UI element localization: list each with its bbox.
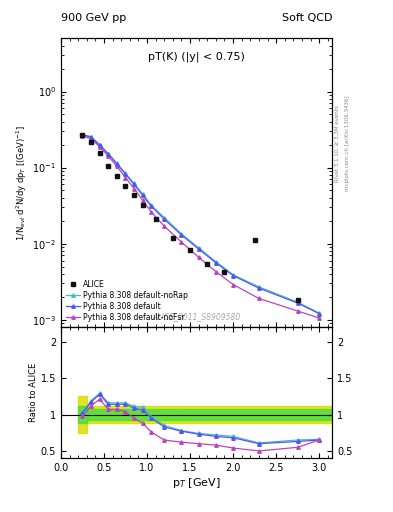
Pythia 8.308 default-noRap	[80, 132, 85, 138]
Pythia 8.308 default-noRap	[162, 215, 167, 221]
Text: pT(K) (|y| < 0.75): pT(K) (|y| < 0.75)	[148, 51, 245, 62]
ALICE	[252, 238, 257, 244]
Pythia 8.308 default-noRap	[89, 134, 94, 140]
Pythia 8.308 default	[123, 171, 128, 177]
Pythia 8.308 default-noFsr	[231, 282, 235, 288]
Pythia 8.308 default-noRap	[97, 142, 102, 148]
Pythia 8.308 default-noFsr	[317, 315, 321, 321]
Line: Pythia 8.308 default: Pythia 8.308 default	[81, 133, 321, 315]
Pythia 8.308 default	[317, 311, 321, 317]
Pythia 8.308 default	[132, 181, 136, 187]
ALICE	[106, 163, 110, 169]
Pythia 8.308 default-noRap	[317, 310, 321, 316]
Pythia 8.308 default-noRap	[123, 170, 128, 177]
ALICE	[222, 269, 227, 275]
Pythia 8.308 default-noFsr	[179, 239, 184, 245]
Pythia 8.308 default-noFsr	[89, 136, 94, 142]
Pythia 8.308 default	[97, 142, 102, 148]
Pythia 8.308 default-noRap	[257, 284, 261, 290]
Pythia 8.308 default-noRap	[114, 160, 119, 166]
Pythia 8.308 default	[140, 193, 145, 199]
Pythia 8.308 default-noRap	[179, 230, 184, 237]
Pythia 8.308 default-noFsr	[140, 197, 145, 203]
Text: Soft QCD: Soft QCD	[282, 13, 332, 23]
Text: Rivet 3.1.10, ≥ 3.3M events: Rivet 3.1.10, ≥ 3.3M events	[335, 105, 340, 182]
Pythia 8.308 default	[196, 246, 201, 252]
Text: mcplots.cern.ch [arXiv:1306.3436]: mcplots.cern.ch [arXiv:1306.3436]	[345, 96, 350, 191]
Pythia 8.308 default-noFsr	[80, 133, 85, 139]
ALICE	[123, 183, 128, 189]
Pythia 8.308 default	[162, 216, 167, 222]
Pythia 8.308 default	[179, 232, 184, 238]
Pythia 8.308 default	[213, 260, 218, 266]
Pythia 8.308 default-noRap	[140, 191, 145, 197]
Pythia 8.308 default-noRap	[196, 245, 201, 251]
Pythia 8.308 default-noFsr	[257, 295, 261, 302]
Pythia 8.308 default-noFsr	[295, 308, 300, 314]
Line: Pythia 8.308 default-noFsr: Pythia 8.308 default-noFsr	[81, 134, 321, 320]
Pythia 8.308 default-noRap	[149, 202, 154, 208]
Pythia 8.308 default-noRap	[106, 151, 110, 157]
Pythia 8.308 default	[231, 272, 235, 279]
ALICE	[114, 173, 119, 179]
Pythia 8.308 default-noFsr	[132, 185, 136, 191]
ALICE	[89, 139, 94, 145]
Text: 900 GeV pp: 900 GeV pp	[61, 13, 126, 23]
Pythia 8.308 default	[149, 203, 154, 209]
Pythia 8.308 default	[106, 151, 110, 157]
Pythia 8.308 default-noFsr	[196, 254, 201, 261]
Text: ALICE_2011_S8909580: ALICE_2011_S8909580	[152, 312, 241, 321]
Legend: ALICE, Pythia 8.308 default-noRap, Pythia 8.308 default, Pythia 8.308 default-no: ALICE, Pythia 8.308 default-noRap, Pythi…	[65, 279, 189, 323]
Pythia 8.308 default	[80, 132, 85, 138]
Pythia 8.308 default-noFsr	[149, 209, 154, 215]
Pythia 8.308 default-noFsr	[123, 175, 128, 181]
ALICE	[80, 132, 85, 138]
ALICE	[132, 191, 136, 198]
Line: ALICE: ALICE	[80, 133, 300, 303]
X-axis label: p$_{T}$ [GeV]: p$_{T}$ [GeV]	[172, 476, 221, 490]
Pythia 8.308 default-noFsr	[97, 144, 102, 150]
ALICE	[140, 202, 145, 208]
Line: Pythia 8.308 default-noRap: Pythia 8.308 default-noRap	[81, 133, 321, 315]
Pythia 8.308 default-noFsr	[114, 163, 119, 169]
Pythia 8.308 default	[114, 161, 119, 167]
ALICE	[153, 216, 158, 222]
Pythia 8.308 default-noRap	[231, 272, 235, 278]
Pythia 8.308 default-noFsr	[162, 223, 167, 229]
Pythia 8.308 default-noRap	[132, 180, 136, 186]
Pythia 8.308 default	[257, 285, 261, 291]
Pythia 8.308 default-noFsr	[213, 268, 218, 274]
Pythia 8.308 default-noRap	[295, 299, 300, 305]
Y-axis label: 1/N$_{evt}$ d$^2$N/dy dp$_{T}$ [(GeV)$^{-1}$]: 1/N$_{evt}$ d$^2$N/dy dp$_{T}$ [(GeV)$^{…	[15, 124, 29, 241]
ALICE	[97, 150, 102, 156]
Y-axis label: Ratio to ALICE: Ratio to ALICE	[29, 363, 38, 422]
ALICE	[295, 297, 300, 303]
ALICE	[188, 247, 193, 253]
Pythia 8.308 default-noFsr	[106, 153, 110, 159]
ALICE	[171, 234, 175, 241]
Pythia 8.308 default	[89, 134, 94, 140]
Pythia 8.308 default-noRap	[213, 259, 218, 265]
Pythia 8.308 default	[295, 300, 300, 306]
ALICE	[205, 261, 209, 267]
